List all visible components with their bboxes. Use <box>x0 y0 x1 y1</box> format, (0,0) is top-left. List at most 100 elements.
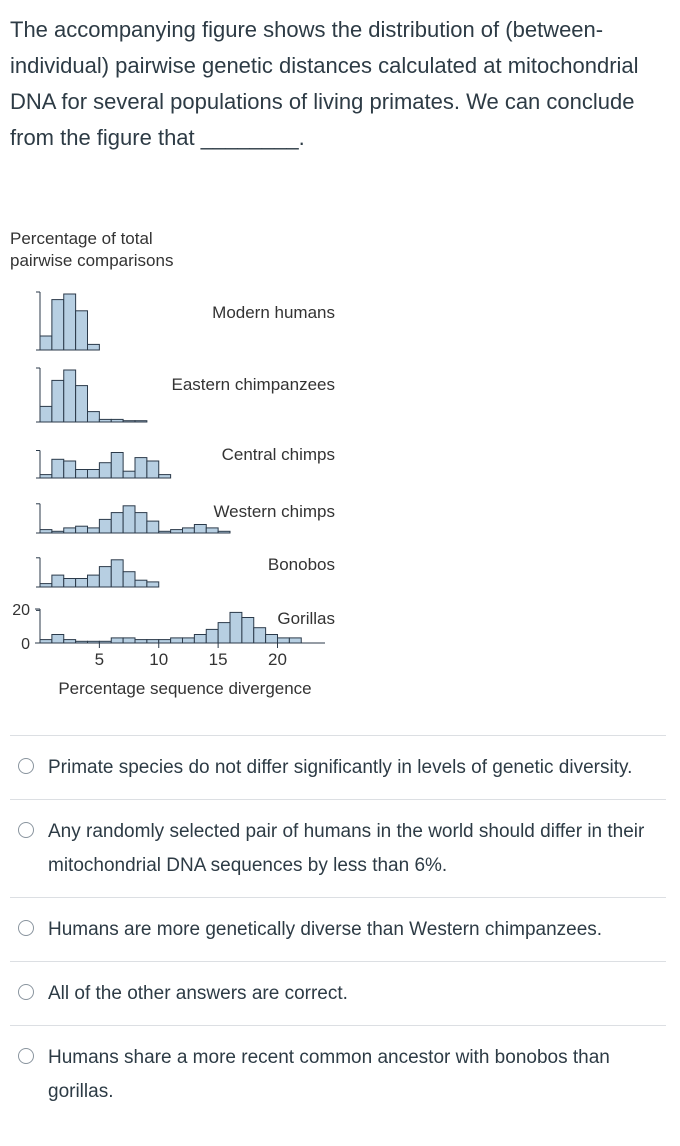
histogram-bar <box>98 418 112 423</box>
histogram-bar <box>75 385 88 423</box>
answer-option[interactable]: Humans are more genetically diverse than… <box>10 897 666 961</box>
series-panel: Central chimps <box>36 445 335 479</box>
histogram-bar <box>170 637 183 644</box>
histogram-bar <box>39 335 53 351</box>
answer-label: Humans are more genetically diverse than… <box>48 919 603 940</box>
histogram-bar <box>122 470 136 479</box>
histogram-bar <box>134 512 148 534</box>
x-tick-label: 20 <box>268 650 287 669</box>
histogram-bar <box>75 310 88 351</box>
histogram-bar <box>51 574 65 588</box>
histogram-bar <box>87 343 100 351</box>
histogram-bar <box>253 627 267 644</box>
histogram-bar <box>51 458 65 479</box>
question-text: The accompanying figure shows the distri… <box>10 17 639 150</box>
series-label: Gorillas <box>277 609 335 628</box>
series-label: Central chimps <box>222 445 335 464</box>
histogram-bar <box>241 617 255 644</box>
histogram-bar <box>51 299 65 351</box>
answer-option[interactable]: Primate species do not differ significan… <box>10 735 666 799</box>
y-axis-label-line-2: pairwise comparisons <box>10 251 173 270</box>
histogram-bar <box>122 420 136 423</box>
histogram-bar <box>265 634 278 644</box>
histogram-bar <box>63 639 77 644</box>
answer-label: All of the other answers are correct. <box>48 983 348 1004</box>
series-panel: Bonobos <box>36 555 335 588</box>
histogram-bar <box>134 457 148 479</box>
histogram-bar <box>39 639 53 644</box>
histogram-bar <box>39 583 53 588</box>
series-panel: Eastern chimpanzees <box>36 367 335 423</box>
histogram-bar <box>229 611 243 644</box>
histogram-bar <box>39 529 53 534</box>
radio-button[interactable] <box>18 1048 34 1064</box>
histogram-bar <box>122 571 136 588</box>
histogram-bar <box>110 452 124 479</box>
histogram-chart: Percentage of total pairwise comparisons… <box>10 229 335 698</box>
histogram-bar <box>110 637 124 644</box>
histogram-bar <box>75 578 88 588</box>
histogram-bar <box>75 469 88 479</box>
x-tick-label: 10 <box>149 650 168 669</box>
histogram-bar <box>110 512 124 534</box>
histogram-bar <box>134 639 148 644</box>
histogram-bar <box>146 460 160 479</box>
histogram-bar <box>51 634 65 644</box>
histogram-bar <box>87 527 100 534</box>
histogram-bar <box>51 379 65 423</box>
histogram-bar <box>87 411 100 423</box>
histogram-bar <box>63 369 77 423</box>
y-tick-label: 0 <box>21 636 30 653</box>
x-tick-label: 15 <box>209 650 228 669</box>
series-panel: Modern humans <box>36 291 335 351</box>
series-panel: Western chimps <box>36 502 335 534</box>
histogram-bar <box>110 418 124 423</box>
y-axis-label-line-1: Percentage of total <box>10 229 153 248</box>
histogram-bar <box>122 637 136 644</box>
series-label: Bonobos <box>268 555 335 574</box>
histogram-bar <box>146 639 160 644</box>
histogram-bar <box>110 559 124 588</box>
histogram-bar <box>288 637 302 644</box>
series-label: Eastern chimpanzees <box>172 375 335 394</box>
histogram-bar <box>87 469 100 479</box>
histogram-bar <box>134 579 148 588</box>
histogram-bar <box>63 460 77 479</box>
histogram-bar <box>98 462 112 479</box>
histogram-bar <box>277 637 290 644</box>
histogram-bar <box>170 529 183 534</box>
radio-button[interactable] <box>18 822 34 838</box>
radio-button[interactable] <box>18 984 34 1000</box>
histogram-bar <box>182 527 195 534</box>
answer-label: Humans share a more recent common ancest… <box>48 1047 610 1102</box>
x-axis-label: Percentage sequence divergence <box>58 679 311 698</box>
histogram-bar <box>122 505 136 534</box>
histogram-bar <box>205 628 219 644</box>
histogram-bar <box>205 527 219 534</box>
radio-button[interactable] <box>18 758 34 774</box>
histogram-bar <box>63 293 77 351</box>
answer-option[interactable]: Any randomly selected pair of humans in … <box>10 799 666 897</box>
answer-label: Any randomly selected pair of humans in … <box>48 821 645 876</box>
histogram-bar <box>146 581 160 588</box>
histogram-bar <box>158 474 172 479</box>
series-label: Western chimps <box>213 502 335 521</box>
histogram-figure: Percentage of total pairwise comparisons… <box>0 220 360 700</box>
answer-label: Primate species do not differ significan… <box>48 757 633 778</box>
series-panel: Gorillas <box>36 609 335 644</box>
histogram-bar <box>217 622 231 644</box>
histogram-bar <box>193 524 207 534</box>
answer-list: Primate species do not differ significan… <box>10 735 666 1123</box>
histogram-bar <box>39 474 53 479</box>
histogram-bar <box>158 530 172 534</box>
histogram-bar <box>182 637 195 644</box>
radio-button[interactable] <box>18 920 34 936</box>
series-label: Modern humans <box>212 303 335 322</box>
x-tick-label: 5 <box>95 650 104 669</box>
histogram-bar <box>75 525 88 534</box>
histogram-bar <box>63 527 77 534</box>
answer-option[interactable]: All of the other answers are correct. <box>10 961 666 1025</box>
answer-option[interactable]: Humans share a more recent common ancest… <box>10 1025 666 1123</box>
histogram-bar <box>51 530 65 534</box>
histogram-bar <box>98 518 112 534</box>
